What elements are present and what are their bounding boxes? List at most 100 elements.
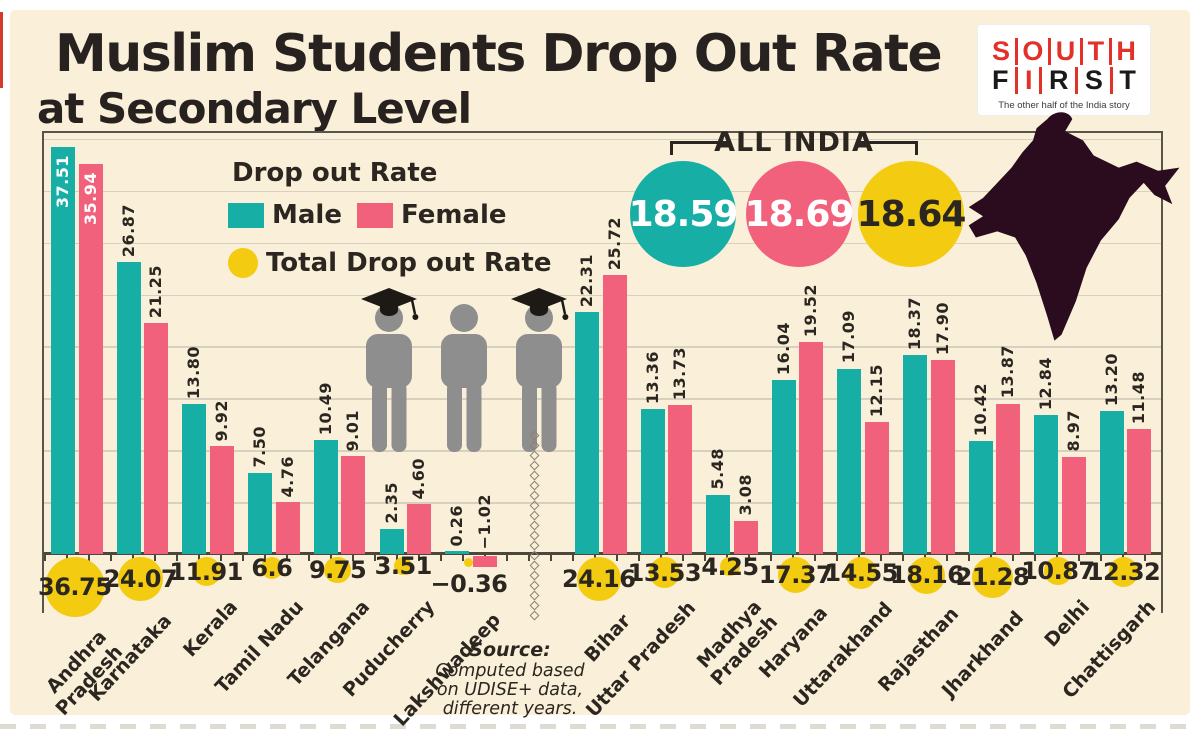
gridline — [44, 138, 1161, 141]
value-label-female-karnataka: 21.25 — [146, 265, 166, 319]
total-circle-andhra-pradesh — [44, 557, 105, 618]
total-value-uttarakhand: 14.55 — [824, 559, 898, 588]
value-label-female-lakshwadeep: −1.02 — [474, 493, 494, 549]
logo-letter: O — [1022, 36, 1044, 66]
bar-male-kerala — [182, 404, 207, 554]
total-value-lakshwadeep: −0.36 — [430, 570, 508, 598]
bar-male-uttar-pradesh — [640, 409, 665, 554]
bar-male-uttarakhand — [837, 368, 862, 554]
logo-letter: H — [1116, 36, 1136, 66]
source-line: Computed based — [435, 661, 585, 681]
total-value-andhra-pradesh: 36.75 — [38, 573, 112, 602]
bar-male-madhya-pradesh — [706, 494, 731, 554]
total-circle-uttarakhand — [844, 557, 878, 590]
divider-diamond — [529, 530, 540, 541]
total-value-telangana: 9.75 — [308, 556, 367, 585]
total-circle-haryana — [777, 557, 814, 593]
gridline — [44, 242, 1161, 245]
bar-female-lakshwadeep — [472, 556, 497, 568]
bar-male-delhi — [1034, 414, 1059, 554]
value-label-male-telangana: 10.49 — [315, 382, 335, 436]
value-label-male-uttar-pradesh: 13.36 — [642, 350, 662, 405]
divider-diamond — [529, 490, 540, 501]
source-line: different years. — [442, 699, 578, 719]
legend-item-female: Female — [357, 200, 507, 230]
logo-letter: T — [1087, 36, 1105, 66]
value-label-female-rajasthan: 17.90 — [932, 301, 952, 355]
bar-female-uttarakhand — [864, 422, 889, 554]
total-value-uttar-pradesh: 13.53 — [627, 558, 702, 587]
bar-male-puducherry — [379, 528, 404, 554]
bar-male-tamil-nadu — [248, 472, 273, 554]
total-value-rajasthan: 18.16 — [890, 561, 964, 590]
total-circle-jharkhand — [971, 557, 1013, 598]
bar-female-madhya-pradesh — [733, 520, 758, 554]
divider-diamond — [529, 610, 540, 621]
total-value-kerala: 11.91 — [169, 557, 243, 586]
india-map-silhouette — [968, 112, 1180, 341]
total-value-madhya-pradesh: 4.25 — [701, 552, 759, 581]
value-label-female-kerala: 9.92 — [211, 399, 231, 442]
graduates-pictogram — [361, 288, 569, 452]
value-label-female-andhra-pradesh: 35.94 — [80, 172, 100, 226]
legend-heading: Drop out Rate — [232, 158, 438, 188]
bar-male-haryana — [771, 379, 796, 554]
divider-diamond — [529, 600, 540, 611]
logo-letter: S — [992, 36, 1011, 66]
legend-male-label: Male — [272, 200, 342, 230]
logo-letter: S — [1084, 65, 1103, 95]
divider-diamond — [529, 430, 540, 441]
total-circle-rajasthan — [908, 557, 946, 594]
total-circle-kerala — [191, 557, 221, 586]
value-label-male-lakshwadeep: 0.26 — [447, 504, 467, 547]
logo-separator-bar — [1048, 38, 1052, 65]
male-color-swatch — [228, 202, 264, 228]
chart-plot-area: 37.51 35.94 26.87 21.25 13.80 9.92 7.50 4.76 10.… — [42, 131, 1163, 613]
total-circle-lakshwadeep — [464, 558, 474, 567]
divider-diamond — [529, 550, 540, 561]
value-label-female-delhi: 8.97 — [1063, 410, 1083, 452]
bar-female-uttar-pradesh — [668, 405, 693, 554]
total-circle-delhi — [1044, 557, 1072, 585]
total-value-chattisgarh: 12.32 — [1086, 557, 1161, 586]
value-label-male-madhya-pradesh: 5.48 — [708, 448, 728, 490]
divider-diamond — [529, 480, 540, 491]
bar-male-telangana — [313, 440, 338, 554]
female-color-swatch — [357, 202, 393, 228]
value-label-male-kerala: 13.80 — [184, 346, 204, 400]
value-label-male-haryana: 16.04 — [773, 321, 793, 375]
divider-diamond — [529, 500, 540, 511]
value-label-male-tamil-nadu: 7.50 — [250, 426, 270, 468]
bottom-edge-pattern — [0, 724, 1200, 729]
value-label-female-chattisgarh: 11.48 — [1129, 371, 1149, 425]
divider-diamond — [529, 520, 540, 531]
logo-separator-bar — [1015, 67, 1019, 94]
legend-total-label: Total Drop out Rate — [266, 248, 552, 278]
bar-male-bihar — [575, 311, 599, 554]
total-value-bihar: 24.16 — [562, 565, 636, 594]
all-india-total-circle: 18.64 — [857, 161, 966, 267]
all-india-bracket-right — [860, 141, 918, 155]
logo-separator-bar — [1039, 67, 1043, 94]
total-value-haryana: 17.37 — [758, 560, 833, 589]
source-label: Source: — [469, 639, 551, 661]
graduate-person-icon — [361, 288, 419, 452]
bar-female-haryana — [799, 342, 824, 554]
total-value-jharkhand: 21.28 — [955, 563, 1030, 592]
total-circle-puducherry — [394, 557, 413, 576]
divider-diamond — [529, 440, 540, 451]
bar-female-kerala — [209, 446, 234, 554]
value-label-female-uttar-pradesh: 13.73 — [670, 346, 690, 401]
value-label-female-puducherry: 4.60 — [409, 457, 428, 500]
title-line-1: Muslim Students Drop Out Rate — [55, 24, 943, 84]
logo-separator-bar — [1014, 38, 1018, 65]
source-line: on UDISE+ data, — [436, 680, 584, 700]
all-india-female-circle: 18.69 — [745, 161, 854, 267]
value-label-female-haryana: 19.52 — [801, 284, 821, 338]
value-label-male-puducherry: 2.35 — [381, 482, 401, 524]
total-circle-karnataka — [118, 557, 163, 602]
